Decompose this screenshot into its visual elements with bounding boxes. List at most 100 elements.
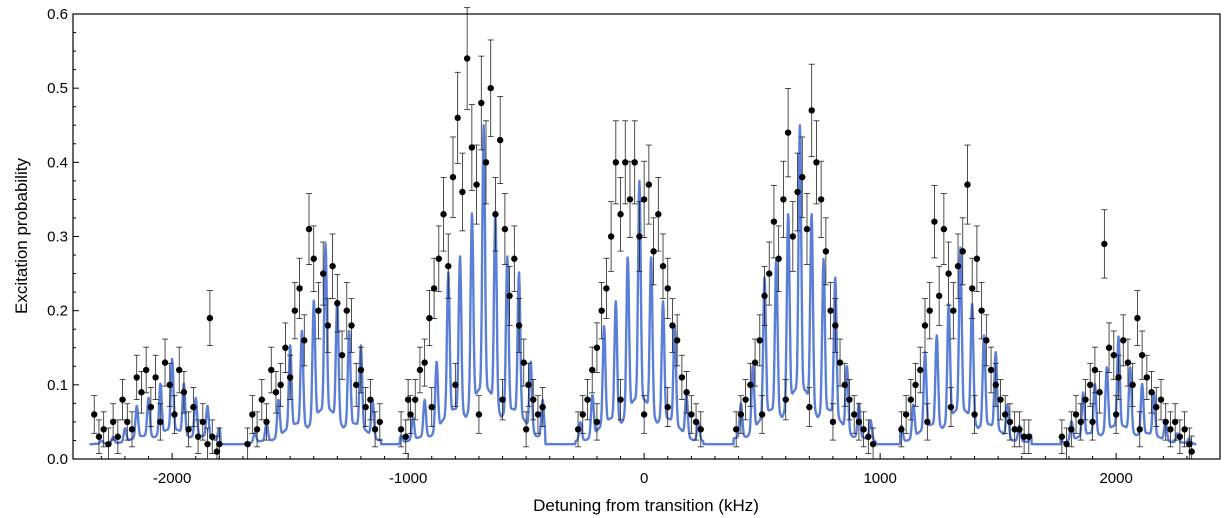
data-point (334, 300, 341, 307)
data-point (865, 433, 872, 440)
y-tick-label: 0.0 (47, 451, 68, 468)
y-tick-label: 0.5 (47, 80, 68, 97)
data-point (664, 285, 671, 292)
data-point (664, 403, 671, 411)
data-point (846, 396, 853, 403)
data-point (520, 359, 527, 366)
data-point (428, 403, 435, 411)
data-point (440, 211, 447, 218)
data-point (310, 255, 317, 262)
data-point (421, 359, 428, 366)
data-point (190, 403, 197, 411)
data-point (397, 426, 405, 433)
data-point (912, 381, 919, 389)
data-point (950, 307, 957, 314)
data-point (1096, 389, 1103, 396)
data-point (692, 418, 700, 426)
data-point (860, 426, 867, 433)
data-point (841, 381, 848, 389)
y-axis-label: Excitation probability (12, 158, 31, 314)
data-point (353, 381, 360, 389)
data-point (1138, 351, 1146, 359)
x-tick-label: -1000 (389, 470, 427, 487)
data-point (1020, 433, 1028, 440)
data-point (968, 285, 976, 292)
data-point (1176, 433, 1184, 440)
data-point (945, 270, 952, 277)
data-point (478, 99, 485, 107)
data-point (402, 433, 409, 440)
data-point (1105, 344, 1113, 351)
data-point (775, 255, 782, 262)
data-point (216, 440, 223, 448)
data-point (645, 181, 653, 188)
data-point (1188, 448, 1195, 455)
y-tick-label: 0.1 (47, 377, 68, 394)
data-point (924, 418, 931, 426)
data-point (917, 366, 924, 374)
data-point (655, 211, 662, 218)
data-point (530, 396, 537, 403)
data-point (636, 233, 643, 240)
data-point (822, 248, 830, 255)
data-point (640, 411, 648, 418)
data-point (931, 218, 938, 225)
data-point (770, 218, 778, 225)
x-tick-label: 0 (640, 470, 648, 487)
data-point (836, 359, 844, 366)
data-point (855, 418, 863, 426)
data-point (1134, 314, 1141, 322)
data-point (492, 211, 499, 218)
plot-area (73, 14, 1220, 459)
data-point (296, 285, 303, 292)
data-point (371, 426, 379, 433)
data-point (751, 359, 759, 366)
data-point (622, 159, 629, 166)
data-point (473, 181, 480, 188)
data-point (978, 307, 985, 314)
data-point (1016, 426, 1023, 433)
data-point (282, 344, 289, 351)
data-point (1011, 426, 1018, 433)
data-point (574, 426, 582, 433)
data-point (617, 396, 624, 403)
data-point (973, 255, 981, 262)
data-point (1157, 396, 1165, 403)
data-point (376, 418, 384, 426)
data-point (367, 396, 374, 403)
data-point (1006, 418, 1014, 426)
data-point (357, 366, 365, 374)
data-point (1124, 359, 1132, 366)
data-point (522, 426, 530, 433)
data-point (782, 396, 789, 403)
data-point (1063, 440, 1070, 448)
data-point (147, 403, 155, 411)
x-axis-label: Detuning from transition (kHz) (533, 496, 759, 515)
data-point (737, 411, 745, 418)
data-point (832, 322, 839, 329)
data-point (1186, 440, 1193, 448)
data-point (983, 337, 990, 344)
data-point (305, 225, 313, 233)
data-point (482, 159, 490, 166)
data-point (1148, 389, 1155, 396)
data-point (659, 262, 667, 270)
x-tick-label: 1000 (863, 470, 896, 487)
data-point (584, 396, 591, 403)
data-point (1167, 426, 1174, 433)
data-point (253, 426, 261, 433)
data-point (499, 396, 506, 403)
data-point (898, 426, 905, 433)
data-point (109, 418, 117, 426)
data-point (1120, 337, 1127, 344)
data-point (407, 411, 414, 418)
data-point (1068, 426, 1075, 433)
data-point (416, 366, 424, 374)
data-point (987, 366, 995, 374)
data-point (579, 411, 586, 418)
data-point (607, 233, 615, 240)
plot-frame (72, 13, 1221, 460)
data-point (515, 322, 523, 329)
data-point (732, 426, 740, 433)
data-point (1162, 418, 1169, 426)
